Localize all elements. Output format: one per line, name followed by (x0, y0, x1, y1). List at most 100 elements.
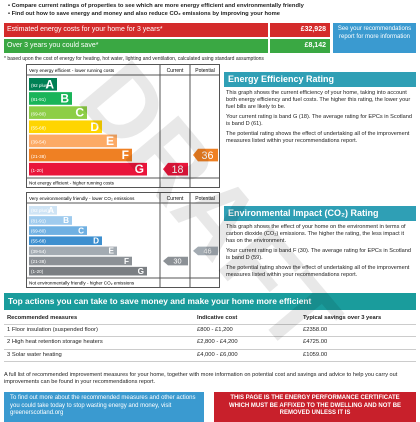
band-letter: A (48, 206, 54, 215)
band (29, 236, 102, 246)
bullet: • Compare current ratings of properties … (8, 3, 304, 9)
info-box: To find out more about the recommended m… (4, 392, 204, 422)
column-label: Current (167, 196, 184, 202)
bullet: • Find out how to save energy and money … (8, 11, 280, 17)
paragraph: This graph shows the effect of your home… (226, 224, 406, 244)
band-range: (69-80) (31, 111, 46, 116)
band-letter: C (78, 226, 84, 235)
band (29, 134, 117, 148)
band (29, 162, 147, 176)
band-range: (39-54) (31, 140, 46, 145)
cell: £4725.00 (300, 336, 416, 350)
band-letter: A (45, 77, 54, 91)
band-letter: B (63, 216, 69, 225)
band-range: (55-68) (31, 126, 46, 131)
band-range: (92 plus) (31, 83, 49, 88)
header-cell: Typical savings over 3 years (300, 313, 416, 326)
rating-value: 46 (203, 246, 211, 255)
band-letter: E (106, 134, 114, 148)
panel-title: Energy Efficiency Rating (224, 72, 416, 87)
band-range: (39-54) (31, 249, 46, 254)
paragraph: Your current rating is band F (30). The … (226, 247, 412, 261)
band-letter: G (135, 162, 144, 176)
band-letter: B (60, 92, 69, 106)
band-letter: D (93, 237, 99, 246)
band (29, 256, 132, 266)
rating-arrow (193, 148, 218, 162)
actions-table: Recommended measures Indicative cost Typic… (4, 313, 416, 362)
band (29, 246, 117, 256)
band (29, 216, 72, 225)
paragraph: Your current rating is band G (18). The … (226, 113, 412, 127)
cell: 3 Solar water heating (4, 349, 194, 362)
band (29, 148, 132, 162)
frame (26, 64, 220, 188)
warning-box: THIS PAGE IS THE ENERGY PERFORMANCE CERT… (214, 392, 416, 422)
band-range: (92 plus) (31, 208, 49, 213)
header-cell: Recommended measures (4, 313, 194, 326)
column-label: Current (167, 68, 184, 74)
top-label: Very environmentally friendly - lower CO… (29, 196, 135, 201)
band-letter: G (138, 267, 144, 276)
band (29, 206, 57, 215)
environment-text: This graph shows the effect of your home… (226, 224, 414, 279)
cost-value: £32,928 (270, 23, 330, 37)
top-label: Very energy efficient - lower running co… (29, 68, 115, 73)
header-cell: Indicative cost (194, 313, 300, 326)
bullet-text: Compare current ratings of properties to… (11, 3, 304, 9)
band-range: (81-91) (31, 218, 46, 223)
energy-text: This graph shows the current efficiency … (226, 90, 414, 145)
footnote: * based upon the cost of energy for heat… (4, 56, 264, 62)
cell: £2358.00 (300, 324, 416, 338)
band-letter: C (75, 106, 84, 120)
save-value: £8,142 (270, 39, 330, 53)
band-range: (55-68) (31, 239, 46, 244)
save-label: Over 3 years you could save* (4, 39, 268, 53)
band-range: (21-38) (31, 154, 46, 159)
energy-chart: Very energy efficient - lower running co… (26, 64, 220, 188)
cost-label: Estimated energy costs for your home for… (4, 23, 268, 37)
band (29, 120, 102, 134)
cell: 2 High heat retention storage heaters (4, 336, 194, 350)
band-range: (1-20) (31, 269, 44, 274)
column-label: Potential (195, 68, 214, 74)
band-letter: F (122, 148, 129, 162)
paragraph: The potential rating shows the effect of… (226, 130, 410, 144)
band-letter: E (109, 247, 115, 256)
band-letter: F (124, 257, 129, 266)
band-range: (69-80) (31, 229, 46, 234)
band-range: (81-91) (31, 97, 46, 102)
column-label: Potential (195, 196, 214, 202)
cell: £800 - £1,200 (194, 324, 300, 338)
rating-value: 36 (202, 150, 214, 162)
rating-arrow (163, 256, 188, 266)
environment-chart: Very environmentally friendly - lower CO… (26, 192, 220, 288)
band (29, 226, 87, 235)
bottom-label: Not environmentally friendly - higher CO… (29, 281, 135, 286)
table-row: 2 High heat retention storage heaters £2,… (4, 336, 416, 350)
band (29, 92, 72, 105)
actions-note: A full list of recommended improvement m… (4, 372, 398, 385)
rating-value: 18 (172, 164, 184, 176)
actions-title: Top actions you can take to save money a… (4, 293, 416, 310)
frame (26, 192, 220, 288)
paragraph: The potential rating shows the effect of… (226, 264, 410, 278)
see-note: See your recommendations report for more… (333, 23, 416, 53)
band (29, 106, 87, 119)
table-row: 1 Floor insulation (suspended floor) £800… (4, 324, 416, 338)
panel-title: Environmental Impact (CO₂) Rating (224, 206, 416, 221)
rating-arrow (163, 162, 188, 176)
table-header: Recommended measures Indicative cost Typic… (4, 313, 416, 326)
paragraph: This graph shows the current efficiency … (226, 90, 411, 110)
table-row: 3 Solar water heating £4,000 - £6,000 £105… (4, 349, 416, 362)
cell: £4,000 - £6,000 (194, 349, 300, 362)
band-range: (21-38) (31, 259, 46, 264)
bullet-text: Find out how to save energy and money an… (11, 11, 280, 17)
table: Recommended measures Indicative cost Typic… (4, 313, 416, 362)
cell: £2,800 - £4,200 (194, 336, 300, 350)
bottom-label: Not energy efficient - higher running co… (29, 181, 115, 186)
band-letter: D (90, 120, 99, 134)
band (29, 78, 57, 91)
rating-arrow (193, 246, 218, 256)
